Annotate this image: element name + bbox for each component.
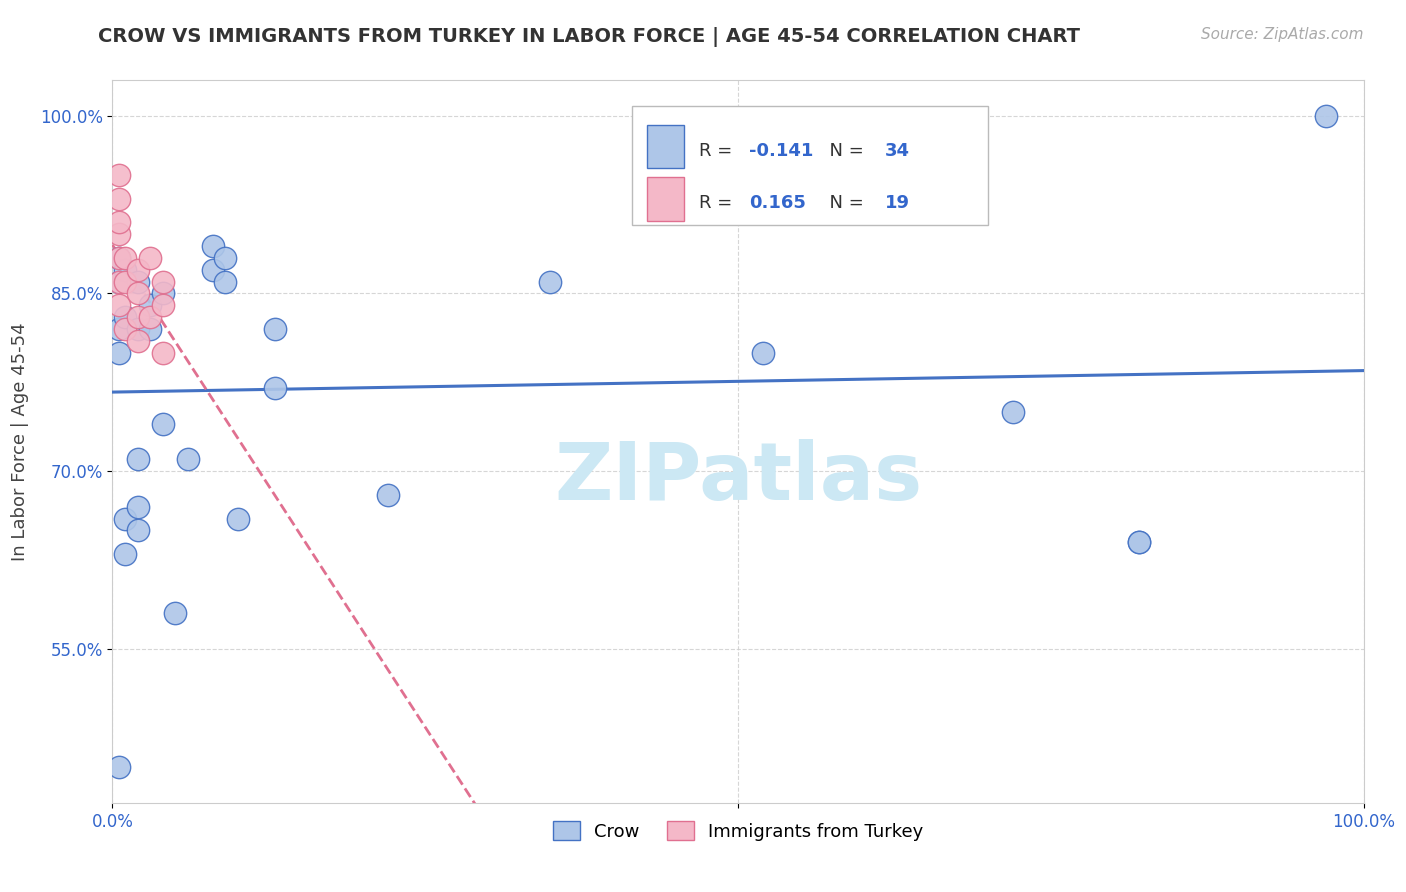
Point [752,345,775,359]
Point [1128,535,1150,549]
Point [107,215,129,229]
Point [107,322,129,336]
Point [107,192,129,206]
Point [107,227,129,242]
Point [214,275,236,289]
Text: N =: N = [818,142,870,160]
Text: R =: R = [699,142,738,160]
Point [264,381,287,395]
Point [139,310,162,325]
Point [114,511,136,525]
Point [127,334,149,348]
Point [107,275,129,289]
FancyBboxPatch shape [631,105,988,225]
Point [127,275,149,289]
Text: R =: R = [699,194,738,212]
Point [152,298,174,312]
Point [139,298,162,312]
Text: Source: ZipAtlas.com: Source: ZipAtlas.com [1201,27,1364,42]
Point [127,524,149,538]
Point [152,286,174,301]
Point [114,275,136,289]
Text: CROW VS IMMIGRANTS FROM TURKEY IN LABOR FORCE | AGE 45-54 CORRELATION CHART: CROW VS IMMIGRANTS FROM TURKEY IN LABOR … [98,27,1080,46]
Text: 19: 19 [884,194,910,212]
Text: -0.141: -0.141 [749,142,814,160]
Point [1315,109,1337,123]
Text: 0.165: 0.165 [749,194,806,212]
Text: N =: N = [818,194,870,212]
Point [152,275,174,289]
Point [1128,535,1150,549]
Point [214,251,236,265]
Point [163,607,186,621]
Point [107,298,129,312]
Point [127,500,149,514]
Point [538,275,561,289]
Point [127,452,149,467]
Text: ZIPatlas: ZIPatlas [554,439,922,516]
Point [114,251,136,265]
Point [152,345,174,359]
Point [107,275,129,289]
Point [226,511,249,525]
Point [1002,405,1025,419]
Point [114,547,136,561]
Point [127,262,149,277]
FancyBboxPatch shape [647,125,685,169]
Point [107,345,129,359]
Point [114,310,136,325]
Point [107,251,129,265]
Text: 34: 34 [884,142,910,160]
Point [264,322,287,336]
Point [176,452,198,467]
Point [201,262,224,277]
Point [127,310,149,325]
Y-axis label: In Labor Force | Age 45-54: In Labor Force | Age 45-54 [11,322,28,561]
Point [127,322,149,336]
Point [377,488,399,502]
FancyBboxPatch shape [647,178,685,220]
Point [139,322,162,336]
Point [107,251,129,265]
Point [107,168,129,182]
Legend: Crow, Immigrants from Turkey: Crow, Immigrants from Turkey [546,814,931,848]
Point [114,322,136,336]
Point [139,251,162,265]
Point [107,760,129,774]
Point [114,262,136,277]
Point [201,239,224,253]
Point [152,417,174,431]
Point [127,286,149,301]
